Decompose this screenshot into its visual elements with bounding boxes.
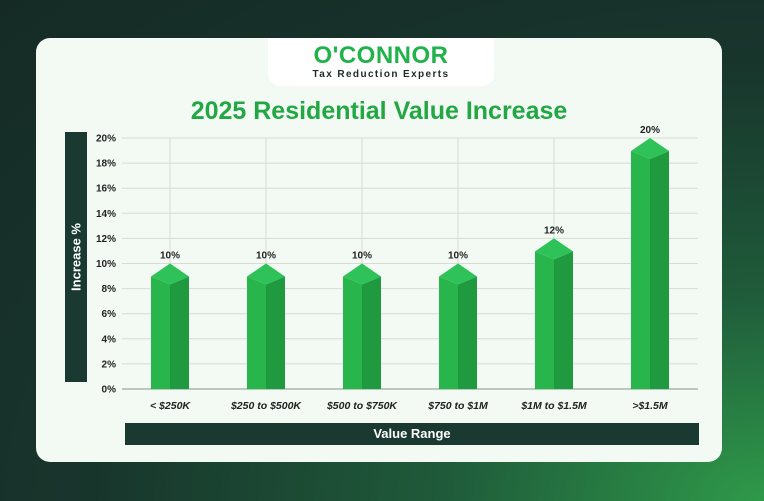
- data-label: 10%: [352, 251, 372, 262]
- chart-title: 2025 Residential Value Increase: [190, 97, 568, 125]
- bar-side: [362, 276, 381, 389]
- x-tick-label: $750 to $1M: [427, 400, 488, 412]
- bar: [439, 276, 458, 389]
- y-tick-label: 2%: [102, 359, 117, 370]
- y-tick-label: 8%: [102, 284, 117, 295]
- y-axis-label: Increase %: [68, 223, 84, 291]
- x-tick-label: $500 to $750K: [326, 400, 398, 412]
- bar-cap: [151, 263, 189, 285]
- x-tick-label: >$1.5M: [632, 400, 668, 412]
- y-tick-label: 10%: [96, 259, 116, 270]
- bar-chart: 0%2%4%6%8%10%12%14%16%18%20% 10% 10% 10% 10…: [96, 125, 698, 412]
- y-axis-label-bar: Increase %: [65, 132, 87, 382]
- y-tick-labels: 0% 2% 4% 6% 8% 10% 12% 14% 16% 18% 20%: [96, 134, 116, 396]
- bar-cap: [343, 263, 381, 285]
- data-label: 10%: [256, 251, 276, 262]
- grid-lines: [122, 137, 698, 390]
- bar-cap: [247, 263, 285, 285]
- y-tick-label: 18%: [96, 159, 116, 170]
- logo-tagline: Tax Reduction Experts: [312, 69, 450, 80]
- bar-cap: [631, 138, 669, 159]
- bar-side: [458, 276, 477, 389]
- chart-card: O'CONNOR Tax Reduction Experts 2025 Resi…: [36, 38, 722, 462]
- bar-side: [266, 276, 285, 389]
- y-tick-label: 14%: [96, 209, 116, 220]
- data-label: 10%: [448, 251, 468, 262]
- data-label: 20%: [640, 125, 660, 136]
- x-tick-label: $250 to $500K: [230, 400, 302, 412]
- bar: [151, 276, 170, 389]
- data-label: 12%: [544, 225, 564, 236]
- bar-cap: [439, 263, 477, 285]
- logo: O'CONNOR Tax Reduction Experts: [268, 38, 494, 86]
- y-tick-label: 6%: [102, 309, 117, 320]
- data-label: 10%: [160, 251, 180, 262]
- bar: [535, 251, 554, 389]
- x-tick-label: $1M to $1.5M: [520, 400, 587, 412]
- y-tick-label: 16%: [96, 184, 116, 195]
- y-tick-label: 20%: [96, 134, 116, 145]
- y-tick-label: 4%: [102, 334, 117, 345]
- bar-side: [650, 151, 669, 389]
- bar-side: [554, 251, 573, 389]
- bar: [247, 276, 266, 389]
- bar-cap: [535, 238, 573, 260]
- x-tick-labels: < $250K $250 to $500K $500 to $750K $750 to…: [150, 400, 668, 412]
- x-tick-label: < $250K: [150, 400, 191, 412]
- logo-name: O'CONNOR: [313, 42, 449, 69]
- x-axis-label: Value Range: [125, 423, 699, 445]
- bars: 10% 10% 10% 10% 12% 20%: [151, 125, 669, 389]
- y-tick-label: 12%: [96, 234, 116, 245]
- bar-side: [170, 276, 189, 389]
- bar: [343, 276, 362, 389]
- bar: [631, 151, 650, 389]
- y-tick-label: 0%: [102, 385, 117, 396]
